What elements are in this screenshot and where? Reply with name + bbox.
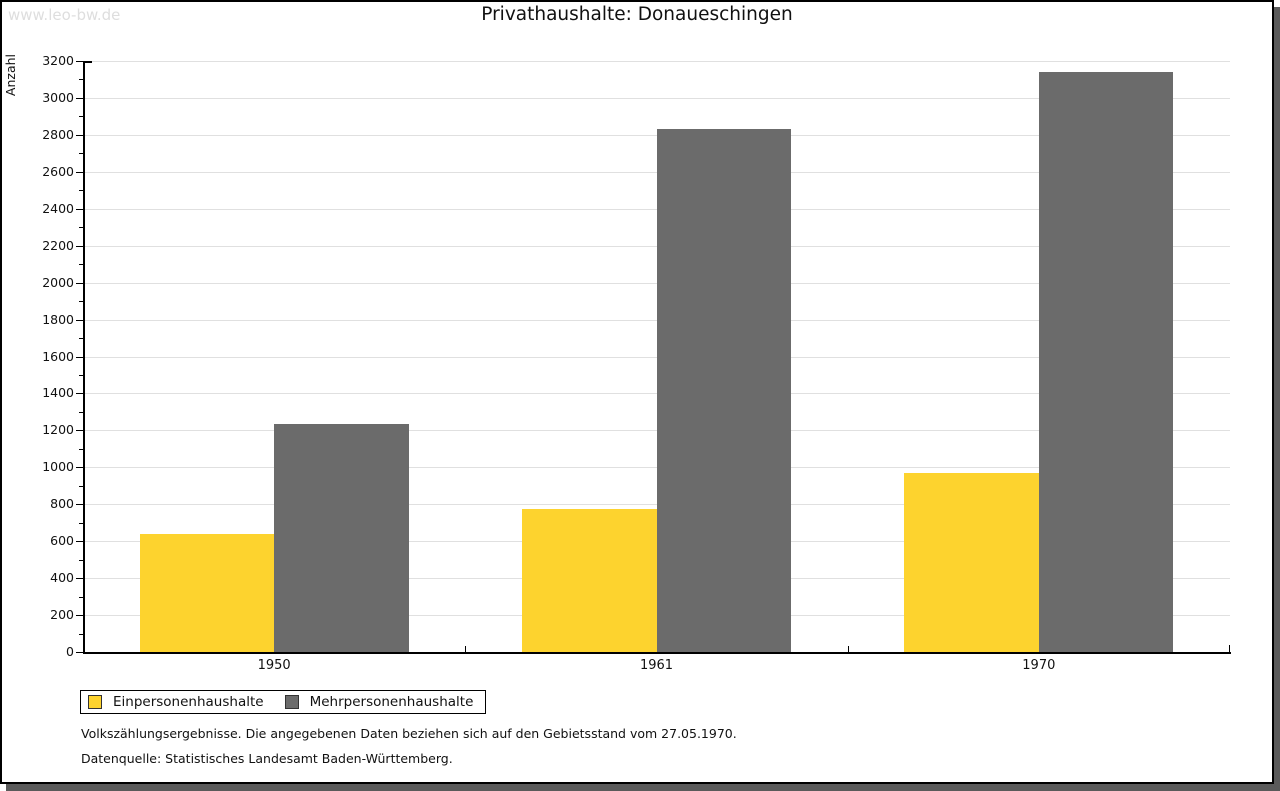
y-axis-minor-tick <box>79 633 83 635</box>
y-tick-label: 400 <box>50 570 74 586</box>
footnote-source-note: Volkszählungsergebnisse. Die angegebenen… <box>81 726 737 741</box>
chart-title: Privathaushalte: Donaueschingen <box>481 4 793 25</box>
y-tick-label: 2400 <box>42 200 74 216</box>
y-axis-tick <box>76 319 83 321</box>
bar-einpersonenhaushalte-1961 <box>522 508 657 652</box>
y-axis-minor-tick <box>79 411 83 413</box>
y-tick-label: 1200 <box>42 422 74 438</box>
y-axis-tick <box>76 97 83 99</box>
y-axis-line <box>83 61 85 652</box>
y-axis-tick <box>76 171 83 173</box>
legend-label: Mehrpersonenhaushalte <box>309 694 474 710</box>
y-axis-minor-tick <box>79 374 83 376</box>
x-axis-end-tick <box>1229 645 1230 652</box>
x-axis-boundary-tick <box>847 646 849 652</box>
y-tick-label: 2200 <box>42 237 74 253</box>
y-axis-minor-tick <box>79 485 83 487</box>
y-tick-label: 1600 <box>42 348 74 364</box>
x-category-label: 1961 <box>639 658 674 673</box>
y-axis-tick <box>76 430 83 432</box>
y-axis-minor-tick <box>79 338 83 340</box>
y-axis-tick <box>76 356 83 358</box>
bar-einpersonenhaushalte-1970 <box>904 472 1039 652</box>
legend-swatch-icon <box>284 695 299 709</box>
y-axis-tick <box>76 541 83 543</box>
y-tick-label: 200 <box>50 607 74 623</box>
watermark: www.leo-bw.de <box>8 6 121 24</box>
y-axis-minor-tick <box>79 301 83 303</box>
gridline <box>84 61 1230 62</box>
y-axis-minor-tick <box>79 522 83 524</box>
y-axis-tick <box>76 393 83 395</box>
y-tick-label: 3000 <box>42 89 74 105</box>
y-tick-label: 800 <box>50 496 74 512</box>
y-tick-label: 600 <box>50 533 74 549</box>
x-category-label: 1970 <box>1022 658 1056 673</box>
y-axis-minor-tick <box>79 116 83 118</box>
legend-swatch-icon <box>88 695 102 709</box>
y-axis-minor-tick <box>79 264 83 266</box>
bar-mehrpersonenhaushalte-1950 <box>274 423 409 652</box>
y-tick-label: 2800 <box>42 126 74 142</box>
y-axis-minor-tick <box>79 596 83 598</box>
y-axis-tick <box>76 467 83 469</box>
footnote-data-source: Datenquelle: Statistisches Landesamt Bad… <box>81 751 453 766</box>
y-axis-tick <box>76 652 83 653</box>
x-axis-boundary-tick <box>465 646 467 652</box>
y-axis-minor-tick <box>79 79 83 81</box>
x-axis-line <box>83 652 1231 654</box>
y-axis-minor-tick <box>79 227 83 229</box>
legend-item: Einpersonenhaushalte <box>88 694 264 710</box>
y-tick-label: 1000 <box>42 459 74 475</box>
legend-item: Mehrpersonenhaushalte <box>284 694 474 710</box>
y-axis-tick <box>76 134 83 136</box>
bar-mehrpersonenhaushalte-1970 <box>1038 72 1174 652</box>
y-axis-tick <box>76 578 83 580</box>
y-axis-tick <box>76 208 83 210</box>
x-category-label: 1950 <box>257 658 291 673</box>
legend: Einpersonenhaushalte Mehrpersonenhaushalt… <box>80 690 486 714</box>
y-tick-label: 0 <box>66 644 74 659</box>
bar-mehrpersonenhaushalte-1961 <box>656 129 791 652</box>
y-tick-label: 3200 <box>42 53 74 68</box>
y-tick-label: 2000 <box>42 274 74 290</box>
y-axis-tick <box>76 245 83 247</box>
y-axis-tick <box>76 615 83 617</box>
y-tick-label: 2600 <box>42 163 74 179</box>
y-axis-tick <box>76 61 83 62</box>
y-axis-end-cap <box>84 61 92 63</box>
y-axis-tick <box>76 282 83 284</box>
y-axis-minor-tick <box>79 559 83 561</box>
y-tick-label: 1400 <box>42 385 74 401</box>
y-axis-minor-tick <box>79 153 83 155</box>
gridline <box>84 97 1230 99</box>
y-axis-minor-tick <box>79 448 83 450</box>
bar-einpersonenhaushalte-1950 <box>139 533 275 652</box>
y-axis-tick <box>76 504 83 506</box>
y-axis-minor-tick <box>79 190 83 192</box>
y-tick-label: 1800 <box>42 311 74 327</box>
legend-label: Einpersonenhaushalte <box>113 694 264 710</box>
